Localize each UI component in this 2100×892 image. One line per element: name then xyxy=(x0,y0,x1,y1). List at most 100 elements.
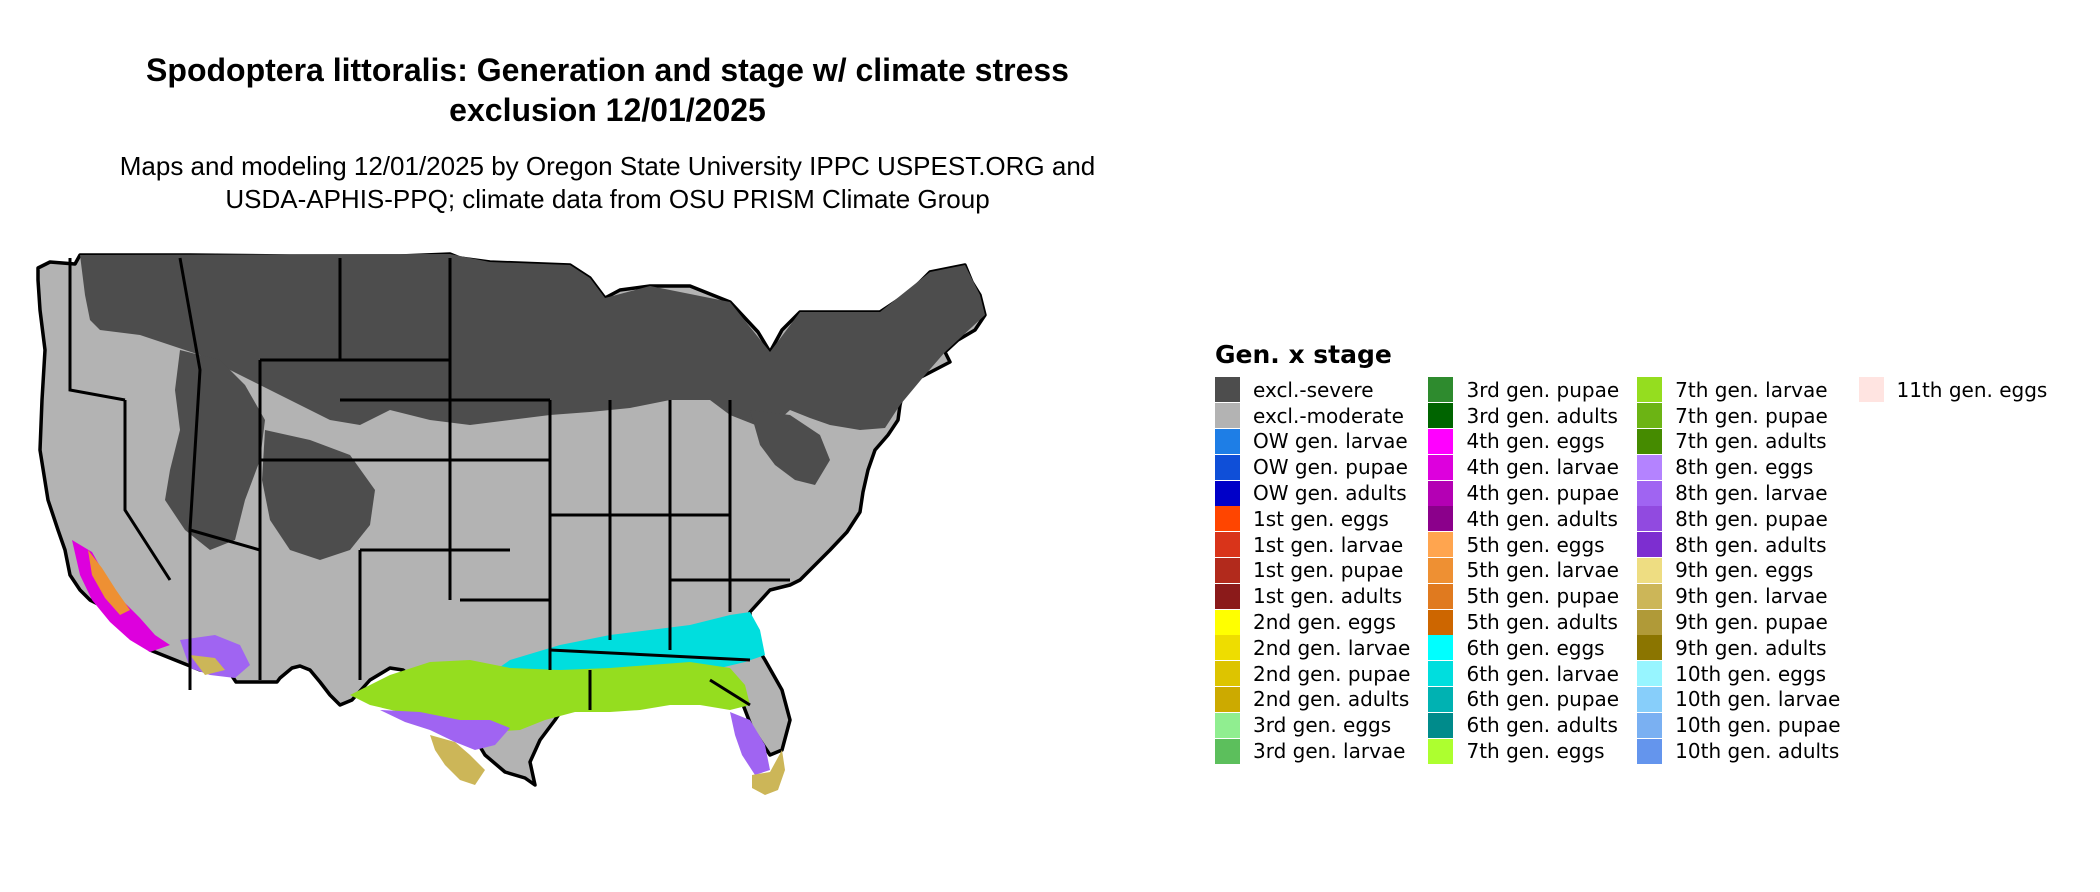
legend-item: 8th gen. eggs xyxy=(1637,454,1840,480)
legend-item: 4th gen. larvae xyxy=(1428,454,1619,480)
legend-swatch xyxy=(1428,661,1454,687)
legend-item: 9th gen. pupae xyxy=(1637,609,1840,635)
legend-item: 1st gen. eggs xyxy=(1215,506,1410,532)
legend-item: 4th gen. adults xyxy=(1428,506,1619,532)
legend-label: 10th gen. adults xyxy=(1675,739,1840,764)
legend-item: 1st gen. adults xyxy=(1215,583,1410,609)
legend-swatch xyxy=(1637,480,1663,506)
legend-item: 8th gen. adults xyxy=(1637,532,1840,558)
legend-swatch xyxy=(1428,557,1454,583)
legend-item: 2nd gen. adults xyxy=(1215,686,1410,713)
legend-label: 1st gen. adults xyxy=(1253,584,1403,609)
zone-7th-gen xyxy=(350,660,750,732)
legend-label: 10th gen. pupae xyxy=(1675,713,1841,738)
legend-label: 9th gen. larvae xyxy=(1675,584,1828,609)
legend-item: 2nd gen. pupae xyxy=(1215,661,1410,687)
legend-item: 7th gen. adults xyxy=(1637,428,1840,455)
zone-arizona-8th-gen xyxy=(180,635,250,678)
legend-swatch xyxy=(1215,532,1240,558)
zone-excl-severe-rockies xyxy=(165,350,265,550)
legend-swatch xyxy=(1215,583,1240,609)
legend-swatch xyxy=(1215,609,1240,635)
legend-swatch xyxy=(1637,635,1663,661)
legend-swatch xyxy=(1428,712,1454,738)
legend-label: 7th gen. adults xyxy=(1675,429,1827,454)
chart-subtitle: Maps and modeling 12/01/2025 by Oregon S… xyxy=(0,150,1215,216)
legend-column: 3rd gen. pupae 3rd gen. adults 4th gen. eg… xyxy=(1428,377,1619,764)
legend-item: 1st gen. pupae xyxy=(1215,557,1410,584)
legend-column: 11th gen. eggs xyxy=(1858,377,2048,764)
legend-label: 8th gen. eggs xyxy=(1675,455,1814,480)
legend-swatch xyxy=(1215,480,1240,506)
legend-item: OW gen. adults xyxy=(1215,480,1410,506)
legend-label: 3rd gen. eggs xyxy=(1253,713,1392,738)
legend-swatch xyxy=(1428,428,1454,454)
legend-item: 2nd gen. eggs xyxy=(1215,609,1410,635)
legend-column: excl.-severe excl.-moderate OW gen. larvae… xyxy=(1215,377,1410,764)
title-line-1: Spodoptera littoralis: Generation and st… xyxy=(146,52,1069,88)
legend-swatch xyxy=(1428,635,1454,661)
legend-item: 1st gen. larvae xyxy=(1215,532,1410,558)
zone-excl-severe-appalachia xyxy=(750,410,830,485)
legend-item: 4th gen. pupae xyxy=(1428,480,1619,506)
legend-item: 7th gen. larvae xyxy=(1637,377,1840,403)
legend-swatch xyxy=(1637,428,1663,454)
legend-label: 2nd gen. larvae xyxy=(1253,635,1411,660)
legend-label: 8th gen. larvae xyxy=(1675,481,1828,506)
legend-item: 6th gen. pupae xyxy=(1428,686,1619,713)
subtitle-line-2: USDA-APHIS-PPQ; climate data from OSU PR… xyxy=(225,184,990,214)
legend-label: 5th gen. adults xyxy=(1466,610,1618,635)
legend-item: 4th gen. eggs xyxy=(1428,428,1619,455)
zone-9th-gen-florida xyxy=(752,750,785,795)
legend-item: excl.-moderate xyxy=(1215,403,1410,429)
legend-item: OW gen. larvae xyxy=(1215,428,1410,455)
zone-9th-gen-texas xyxy=(430,735,485,785)
legend-swatch xyxy=(1637,557,1663,583)
legend-label: OW gen. pupae xyxy=(1253,455,1408,480)
legend-item: 11th gen. eggs xyxy=(1858,377,2048,403)
zone-excl-severe-southwest xyxy=(262,430,375,560)
chart-title: Spodoptera littoralis: Generation and st… xyxy=(0,50,1215,130)
legend-swatch xyxy=(1637,712,1663,738)
legend-label: 5th gen. eggs xyxy=(1466,532,1605,557)
legend-label: 4th gen. pupae xyxy=(1466,481,1620,506)
legend-label: 9th gen. adults xyxy=(1675,635,1827,660)
legend-label: 8th gen. pupae xyxy=(1675,506,1828,531)
legend-swatch xyxy=(1215,428,1240,454)
legend-item: 10th gen. pupae xyxy=(1637,712,1841,738)
legend-swatch xyxy=(1215,712,1240,738)
state-borders xyxy=(68,257,790,710)
zone-california-5th-gen xyxy=(88,550,130,615)
legend-label: 9th gen. pupae xyxy=(1675,610,1828,635)
title-line-2: exclusion 12/01/2025 xyxy=(449,92,766,128)
legend-item: excl.-severe xyxy=(1215,377,1410,403)
legend-label: 11th gen. eggs xyxy=(1896,377,2048,402)
legend-label: 10th gen. eggs xyxy=(1675,661,1826,686)
legend-label: 3rd gen. adults xyxy=(1466,403,1618,428)
legend-item: 9th gen. adults xyxy=(1637,635,1840,661)
legend-swatch xyxy=(1637,403,1663,429)
legend-label: 7th gen. pupae xyxy=(1675,403,1828,428)
legend-label: 1st gen. pupae xyxy=(1253,558,1404,583)
legend-column: 7th gen. larvae 7th gen. pupae 7th gen. ad… xyxy=(1637,377,1841,764)
legend-label: 2nd gen. eggs xyxy=(1253,610,1396,635)
legend-swatch xyxy=(1215,454,1240,480)
legend-item: 8th gen. larvae xyxy=(1637,480,1840,506)
legend-label: 9th gen. eggs xyxy=(1675,558,1814,583)
legend-item: 9th gen. larvae xyxy=(1637,583,1840,609)
legend-swatch xyxy=(1215,557,1240,583)
zone-8th-gen-florida xyxy=(730,712,770,775)
legend-swatch xyxy=(1215,403,1240,429)
legend-swatch xyxy=(1428,480,1454,506)
legend-swatch xyxy=(1215,635,1240,661)
legend-label: OW gen. adults xyxy=(1253,481,1407,506)
legend-label: 2nd gen. pupae xyxy=(1253,661,1411,686)
legend-label: OW gen. larvae xyxy=(1253,429,1408,454)
us-map xyxy=(36,252,987,795)
legend-label: 10th gen. larvae xyxy=(1675,687,1841,712)
legend-item: 3rd gen. pupae xyxy=(1428,377,1619,403)
legend-swatch xyxy=(1637,661,1663,687)
legend-swatch xyxy=(1858,377,1884,403)
legend-item: 6th gen. adults xyxy=(1428,712,1619,738)
zone-8th-gen xyxy=(380,710,510,750)
